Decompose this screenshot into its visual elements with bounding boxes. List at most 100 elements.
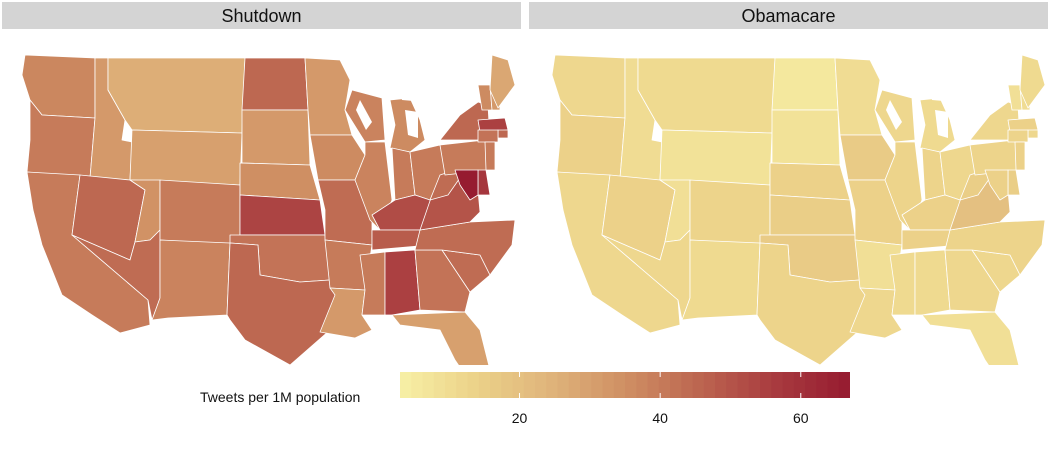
state-ri-shutdown (497, 129, 509, 139)
state-ia-shutdown (309, 134, 366, 181)
legend-swatch (838, 372, 850, 398)
legend-swatch (580, 372, 592, 398)
great-lake-2-shutdown (398, 82, 425, 102)
state-ct-shutdown (477, 129, 499, 143)
state-md-shutdown (454, 169, 479, 201)
state-sd-shutdown (241, 109, 311, 166)
state-ia-obamacare (839, 134, 896, 181)
map-panel-obamacare (530, 30, 1050, 365)
legend-swatch (658, 372, 671, 398)
legend-tick-label: 60 (792, 410, 809, 426)
legend-swatch (400, 372, 412, 398)
legend-swatch (613, 372, 626, 398)
state-co-obamacare (689, 179, 771, 246)
legend-swatch (422, 372, 435, 398)
facet-strip-obamacare: Obamacare (529, 2, 1048, 29)
state-ct-obamacare (1007, 129, 1029, 143)
state-nm-shutdown (151, 239, 231, 321)
state-md-obamacare (984, 169, 1009, 201)
great-lake-3-obamacare (935, 110, 948, 138)
state-nc-obamacare (944, 219, 1046, 276)
legend-tick-label: 40 (652, 410, 668, 426)
us-map-shutdown (21, 54, 516, 365)
legend-swatch (568, 372, 581, 398)
great-lake-1-shutdown (356, 100, 372, 130)
state-al-obamacare (914, 249, 951, 316)
state-me-shutdown (489, 54, 516, 109)
legend-swatch (501, 372, 514, 398)
state-mt-obamacare (637, 57, 776, 134)
legend-swatch (445, 372, 457, 398)
legend-swatch (692, 372, 705, 398)
legend-swatch (478, 372, 491, 398)
state-co-shutdown (159, 179, 241, 246)
state-ms-obamacare (889, 251, 916, 316)
legend-swatch (703, 372, 716, 398)
state-me-obamacare (1019, 54, 1046, 109)
legend-swatch (411, 372, 424, 398)
state-ks-shutdown (239, 194, 326, 236)
state-de-obamacare (1007, 169, 1021, 196)
legend-swatch (748, 372, 761, 398)
legend-swatch (771, 372, 784, 398)
state-ne-shutdown (239, 162, 321, 201)
legend-swatch (490, 372, 502, 398)
legend-swatch (433, 372, 446, 398)
legend-swatch (523, 372, 536, 398)
state-nc-shutdown (414, 219, 516, 276)
us-map-obamacare (551, 54, 1046, 365)
legend-swatch (670, 372, 682, 398)
legend-swatch (557, 372, 570, 398)
state-wy-shutdown (129, 129, 243, 186)
legend-swatch (737, 372, 750, 398)
legend-swatch (535, 372, 547, 398)
legend-title: Tweets per 1M population (200, 389, 361, 405)
great-lake-1-obamacare (886, 100, 902, 130)
legend-swatch (715, 372, 727, 398)
state-mt-shutdown (107, 57, 246, 134)
state-mn-shutdown (304, 57, 353, 136)
legend-tick-label: 20 (511, 410, 528, 426)
state-sd-obamacare (771, 109, 841, 166)
legend-swatch (512, 372, 525, 398)
state-de-shutdown (477, 169, 491, 196)
state-nj-obamacare (1014, 141, 1026, 171)
legend-swatch (782, 372, 795, 398)
legend-swatch (760, 372, 772, 398)
state-ms-shutdown (359, 251, 386, 316)
great-lake-2-obamacare (928, 82, 955, 102)
legend-colorbar (400, 372, 850, 398)
state-nj-shutdown (484, 141, 496, 171)
legend-swatch (816, 372, 829, 398)
legend-swatch (456, 372, 469, 398)
legend-swatch (467, 372, 480, 398)
state-ri-obamacare (1027, 129, 1039, 139)
legend-swatch (827, 372, 840, 398)
great-lake-3-shutdown (405, 110, 418, 138)
state-ks-obamacare (769, 194, 856, 236)
legend-swatch (546, 372, 559, 398)
legend-swatch (591, 372, 604, 398)
legend-swatch (647, 372, 660, 398)
state-mn-obamacare (834, 57, 883, 136)
state-fl-shutdown (391, 311, 490, 365)
facet-strip-shutdown: Shutdown (2, 2, 521, 29)
state-nd-shutdown (241, 57, 309, 111)
state-wy-obamacare (659, 129, 773, 186)
legend-swatch (602, 372, 615, 398)
state-al-shutdown (384, 249, 421, 316)
legend-swatch (636, 372, 649, 398)
legend-swatch (805, 372, 817, 398)
state-nm-obamacare (681, 239, 761, 321)
legend-swatch (625, 372, 637, 398)
state-fl-obamacare (921, 311, 1020, 365)
map-panel-shutdown (0, 30, 520, 365)
state-ne-obamacare (769, 162, 851, 201)
legend-swatch (681, 372, 694, 398)
legend-swatch (726, 372, 739, 398)
legend-swatch (793, 372, 806, 398)
state-nd-obamacare (771, 57, 839, 111)
facet-title-obamacare: Obamacare (741, 6, 836, 26)
color-legend: Tweets per 1M population 20 40 60 (0, 372, 1050, 450)
facet-title-shutdown: Shutdown (221, 6, 302, 26)
